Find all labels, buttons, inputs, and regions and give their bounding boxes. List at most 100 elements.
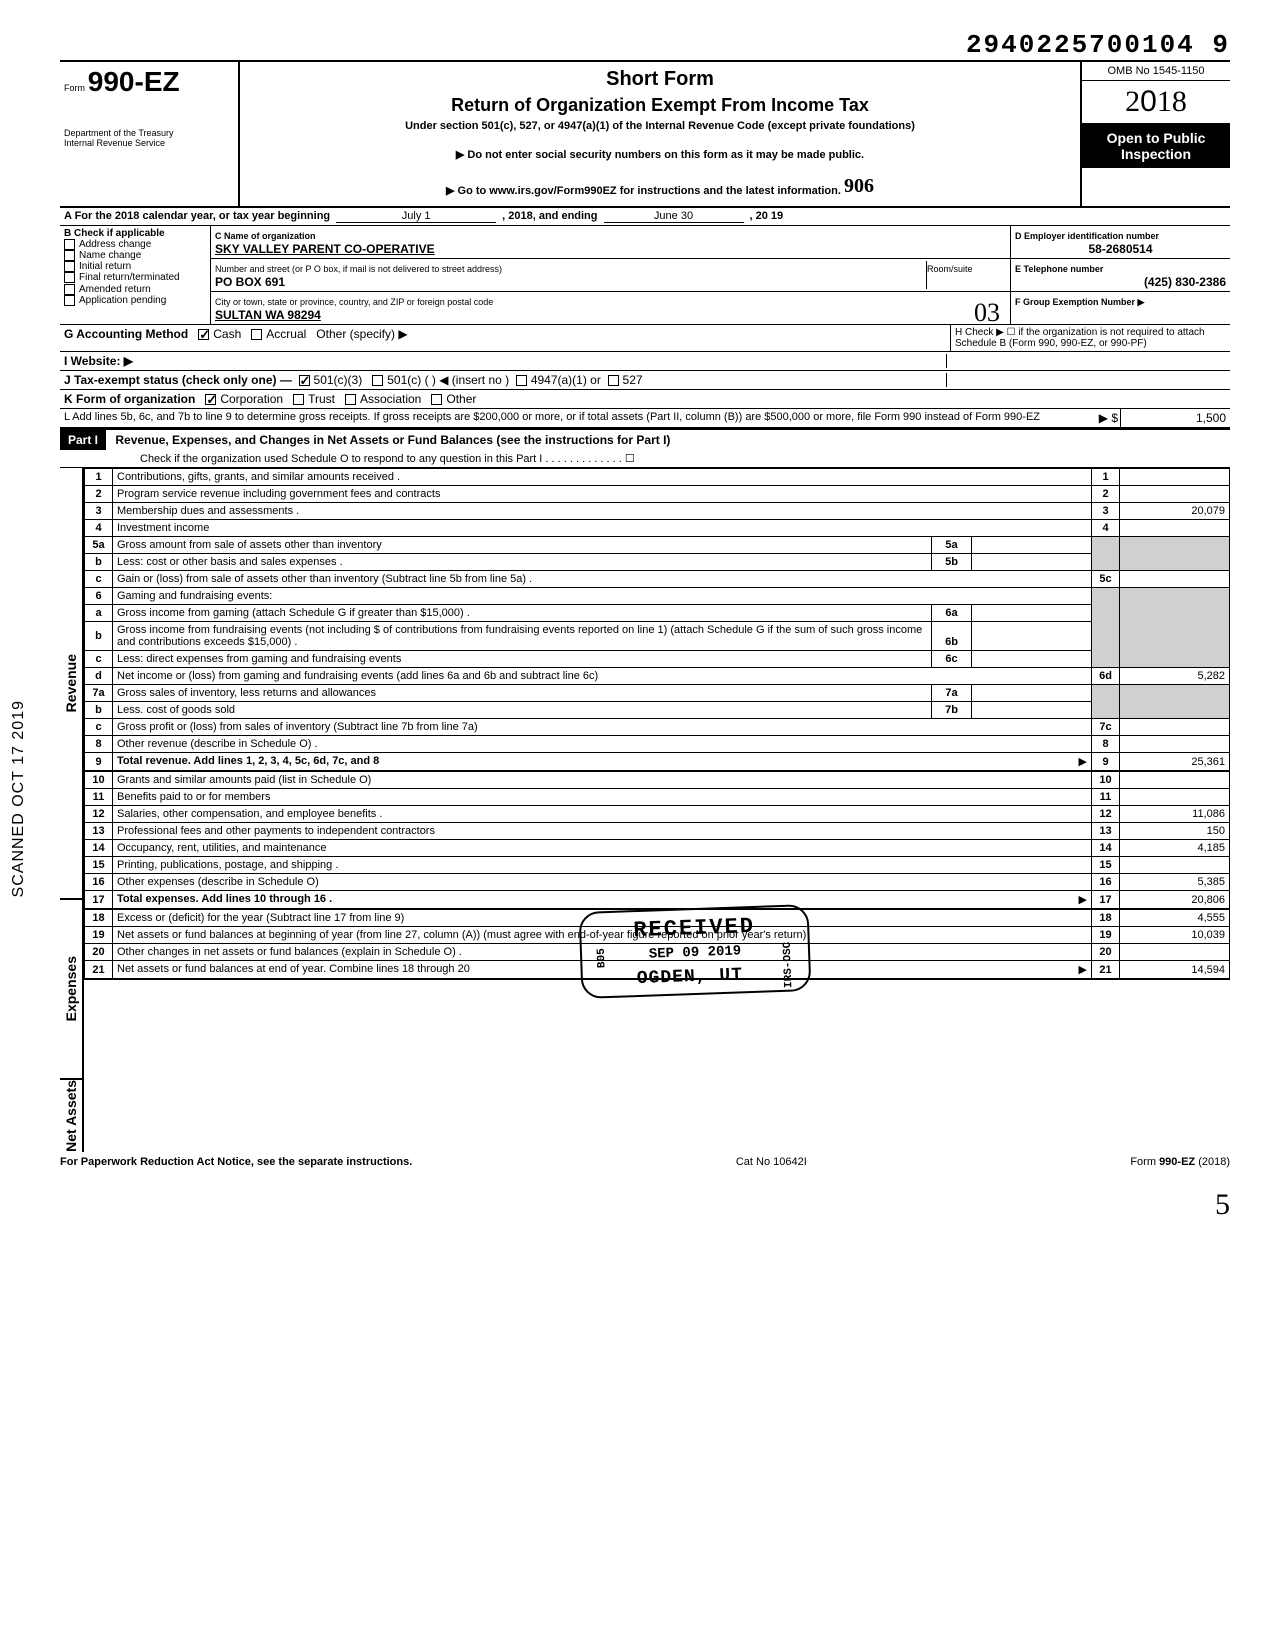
j-527: 527 — [623, 373, 643, 387]
line-a-yr: , 20 19 — [750, 210, 784, 223]
j-501c: 501(c) ( ) ◀ (insert no ) — [387, 373, 509, 387]
footer: For Paperwork Reduction Act Notice, see … — [60, 1156, 1230, 1168]
chk-assoc[interactable] — [345, 394, 356, 405]
ln10-num: 10 — [85, 771, 113, 789]
ln1-amt[interactable] — [1120, 469, 1230, 486]
handwritten-906: 906 — [844, 175, 874, 197]
ln7b-row: Less. cost of goods sold7b — [113, 702, 1092, 719]
ln21-num: 21 — [85, 961, 113, 980]
chk-corp[interactable] — [205, 394, 216, 405]
omb-number: OMB No 1545-1150 — [1082, 62, 1230, 81]
chk-address-change[interactable]: Address change — [64, 239, 206, 250]
ln6d-amt[interactable]: 5,282 — [1120, 668, 1230, 685]
chk-other[interactable] — [431, 394, 442, 405]
ln17-desc: Total expenses. Add lines 10 through 16 … — [113, 891, 1092, 910]
part1-header: Part I Revenue, Expenses, and Changes in… — [60, 429, 1230, 468]
ln18-amt[interactable]: 4,555 — [1120, 909, 1230, 927]
ln16-num: 16 — [85, 874, 113, 891]
city: SULTAN WA 98294 — [215, 308, 321, 322]
ln11-amt[interactable] — [1120, 789, 1230, 806]
ln20-amt[interactable] — [1120, 944, 1230, 961]
city-label: City or town, state or province, country… — [215, 297, 493, 307]
ln9-amt[interactable]: 25,361 — [1120, 753, 1230, 772]
ln6-shade2 — [1120, 588, 1230, 668]
ln6a-iamt[interactable] — [971, 605, 1091, 621]
chk-application-pending[interactable]: Application pending — [64, 295, 206, 306]
chk-501c[interactable] — [372, 375, 383, 386]
ln1-box: 1 — [1092, 469, 1120, 486]
ln4-amt[interactable] — [1120, 520, 1230, 537]
ln3-amt[interactable]: 20,079 — [1120, 503, 1230, 520]
line-a-pre: A For the 2018 calendar year, or tax yea… — [64, 210, 330, 223]
chk-name-change[interactable]: Name change — [64, 250, 206, 261]
ln9-box: 9 — [1092, 753, 1120, 772]
ln7a-iamt[interactable] — [971, 685, 1091, 701]
chk-trust[interactable] — [293, 394, 304, 405]
ln19-amt[interactable]: 10,039 — [1120, 927, 1230, 944]
ln5c-amt[interactable] — [1120, 571, 1230, 588]
revenue-label: Revenue — [63, 654, 79, 712]
part1-label: Part I — [60, 430, 106, 450]
ln18-num: 18 — [85, 909, 113, 927]
g-label: G Accounting Method — [64, 327, 188, 341]
line-a-mid: , 2018, and ending — [502, 210, 597, 223]
chk-501c3[interactable] — [299, 375, 310, 386]
ln6a-num: a — [85, 605, 113, 622]
ln8-box: 8 — [1092, 736, 1120, 753]
chk-initial-return[interactable]: Initial return — [64, 261, 206, 272]
ln5ab-shade2 — [1120, 537, 1230, 571]
ln2-box: 2 — [1092, 486, 1120, 503]
ln14-amt[interactable]: 4,185 — [1120, 840, 1230, 857]
chk-cash[interactable] — [198, 329, 209, 340]
chk-4947[interactable] — [516, 375, 527, 386]
ln5a-desc: Gross amount from sale of assets other t… — [113, 537, 931, 553]
ln6b-ibox: 6b — [931, 622, 971, 650]
ln6b-iamt[interactable] — [971, 622, 1091, 650]
ln10-amt[interactable] — [1120, 771, 1230, 789]
ln5b-iamt[interactable] — [971, 554, 1091, 570]
chk-527[interactable] — [608, 375, 619, 386]
h-label: H Check ▶ ☐ if the organization is not r… — [950, 325, 1230, 351]
l-text: L Add lines 5b, 6c, and 7b to line 9 to … — [60, 409, 1060, 427]
ln8-amt[interactable] — [1120, 736, 1230, 753]
ln16-amt[interactable]: 5,385 — [1120, 874, 1230, 891]
b-label: B Check if applicable — [64, 228, 206, 239]
ln20-num: 20 — [85, 944, 113, 961]
ln11-box: 11 — [1092, 789, 1120, 806]
ln8-num: 8 — [85, 736, 113, 753]
ln7c-box: 7c — [1092, 719, 1120, 736]
chk-final-return[interactable]: Final return/terminated — [64, 272, 206, 283]
ln15-box: 15 — [1092, 857, 1120, 874]
street-label: Number and street (or P O box, if mail i… — [215, 264, 502, 274]
e-label: E Telephone number — [1015, 264, 1103, 274]
ln7b-num: b — [85, 702, 113, 719]
ln5a-iamt[interactable] — [971, 537, 1091, 553]
ln17-amt[interactable]: 20,806 — [1120, 891, 1230, 910]
room-label: Room/suite — [927, 264, 973, 274]
ln6a-ibox: 6a — [931, 605, 971, 621]
ln7c-amt[interactable] — [1120, 719, 1230, 736]
part1-table: 1Contributions, gifts, grants, and simil… — [84, 468, 1230, 980]
ln4-num: 4 — [85, 520, 113, 537]
ln2-amt[interactable] — [1120, 486, 1230, 503]
ln19-num: 19 — [85, 927, 113, 944]
k-label: K Form of organization — [64, 392, 195, 406]
chk-amended-return[interactable]: Amended return — [64, 284, 206, 295]
ln13-amt[interactable]: 150 — [1120, 823, 1230, 840]
chk-accrual[interactable] — [251, 329, 262, 340]
ln9-num: 9 — [85, 753, 113, 772]
ln12-amt[interactable]: 11,086 — [1120, 806, 1230, 823]
handwritten-03: 03 — [974, 298, 1000, 328]
line-a-tax-year: A For the 2018 calendar year, or tax yea… — [60, 208, 1230, 226]
under-section: Under section 501(c), 527, or 4947(a)(1)… — [248, 120, 1072, 132]
ln21-amt[interactable]: 14,594 — [1120, 961, 1230, 980]
ln7b-desc: Less. cost of goods sold — [113, 702, 931, 718]
ln15-amt[interactable] — [1120, 857, 1230, 874]
ln6c-desc: Less: direct expenses from gaming and fu… — [113, 651, 931, 667]
page-number-hand: 5 — [60, 1188, 1230, 1222]
ln13-desc: Professional fees and other payments to … — [113, 823, 1092, 840]
ln6b-desc: Gross income from fundraising events (no… — [113, 622, 931, 650]
ln6c-iamt[interactable] — [971, 651, 1091, 667]
ln7b-iamt[interactable] — [971, 702, 1091, 718]
g-cash: Cash — [213, 327, 241, 341]
